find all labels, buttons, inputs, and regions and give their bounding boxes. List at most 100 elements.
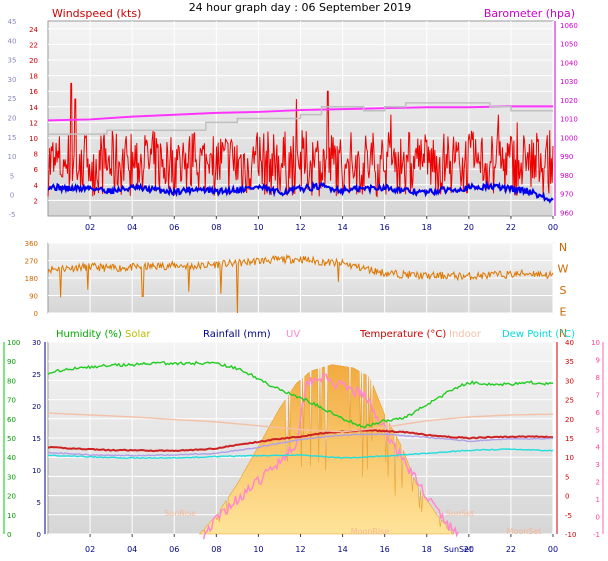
uv-axis-tick: 2: [596, 479, 600, 487]
temp-axis-tick: 15: [565, 435, 574, 443]
rain-axis-tick: 10: [32, 467, 41, 475]
legend-dew: Dew Point (°C): [502, 329, 575, 340]
rain-axis-tick: 30: [32, 339, 41, 347]
legend-temperature: Temperature (°C): [359, 329, 446, 340]
wind-axis-tick-red: 6: [34, 166, 39, 174]
compass-label-w: W: [558, 263, 569, 276]
direction-axis-tick: 180: [25, 275, 38, 283]
temp-axis-tick: -10: [565, 531, 576, 539]
climate-x-tick: 04: [127, 545, 137, 554]
temp-axis-tick: 20: [565, 416, 574, 424]
uv-axis-tick: 5: [596, 426, 600, 434]
uv-axis-tick: 9: [596, 356, 600, 364]
legend-solar: Solar: [125, 329, 151, 340]
humidity-axis-tick: 10: [7, 512, 16, 520]
annotation-moonset: MoonSet: [507, 527, 542, 536]
direction-series-line: [47, 253, 554, 314]
wind-axis-tick-gray: 25: [8, 95, 17, 103]
uv-axis-tick: -1: [593, 531, 600, 539]
rain-axis-tick: 20: [32, 403, 41, 411]
baro-axis-tick: 1040: [560, 59, 578, 67]
wind-axis-tick-gray: -5: [9, 211, 16, 219]
climate-x-tick: 22: [506, 545, 516, 554]
baro-axis-tick: 1060: [560, 22, 578, 30]
temp-axis-tick: 5: [565, 473, 569, 481]
wind-axis-tick-red: 18: [29, 73, 38, 81]
compass-label-n: N: [559, 327, 567, 340]
climate-x-tick: 14: [337, 545, 347, 554]
series-line-feels-like: [47, 433, 554, 457]
baro-axis-tick: 980: [560, 172, 573, 180]
humidity-axis-tick: 0: [7, 531, 11, 539]
direction-axis-tick: 360: [25, 240, 38, 248]
page-title: 24 hour graph day : 06 September 2019: [188, 1, 412, 14]
series-line-indoor: [48, 412, 553, 433]
wind-x-tick: 02: [85, 223, 95, 232]
wind-axis-tick-gray: 5: [10, 172, 14, 180]
wind-x-tick: 18: [422, 223, 432, 232]
baro-axis-tick: 990: [560, 153, 573, 161]
humidity-axis-tick: 40: [7, 454, 16, 462]
wind-axis-tick-gray: 10: [8, 153, 17, 161]
climate-x-tick: 06: [169, 545, 179, 554]
humidity-axis-tick: 70: [7, 397, 16, 405]
direction-axis-tick: 90: [29, 293, 38, 301]
temp-axis-tick: 0: [565, 493, 569, 501]
wind-axis-tick-red: 12: [29, 119, 38, 127]
wind-x-tick: 10: [253, 223, 263, 232]
baro-axis-tick: 1030: [560, 78, 578, 86]
annotation-sunrise: SunRise: [164, 509, 196, 518]
direction-axis-tick: 270: [25, 258, 38, 266]
wind-x-tick: 06: [169, 223, 179, 232]
wind-axis-tick-red: 4: [34, 182, 39, 190]
wind-axis-tick-red: 16: [29, 88, 38, 96]
climate-x-tick: 10: [253, 545, 263, 554]
temp-axis-tick: 35: [565, 358, 574, 366]
uv-axis-tick: 3: [596, 461, 600, 469]
uv-axis-tick: 1: [596, 496, 600, 504]
compass-label-s: S: [560, 284, 567, 297]
legend-indoor: Indoor: [449, 329, 482, 340]
series-line-dew-point: [47, 448, 554, 460]
uv-axis-tick: 0: [596, 514, 600, 522]
baro-axis-tick: 1010: [560, 116, 578, 124]
climate-x-tick: 00: [548, 545, 558, 554]
wind-x-tick: 12: [295, 223, 305, 232]
temp-axis-tick: 30: [565, 377, 574, 385]
rain-axis-tick: 15: [32, 435, 41, 443]
uv-axis-tick: 10: [591, 339, 600, 347]
legend-humidity: Humidity (%): [56, 329, 122, 340]
wind-axis-tick-gray: 45: [8, 18, 17, 26]
uv-axis-tick: 6: [596, 409, 601, 417]
solar-area: [198, 364, 455, 535]
baro-axis-tick: 1020: [560, 97, 578, 105]
humidity-axis-tick: 80: [7, 377, 16, 385]
annotation-moonrise: MoonRise: [351, 527, 390, 536]
series-line-temperature: [47, 429, 554, 453]
baro-axis-tick: 960: [560, 209, 573, 217]
wind-axis-tick-red: 2: [34, 197, 38, 205]
legend-uv: UV: [286, 329, 300, 340]
climate-x-tick: 12: [295, 545, 305, 554]
wind-x-tick: 04: [127, 223, 137, 232]
wind-x-tick: 22: [506, 223, 516, 232]
barometer-axis-label: Barometer (hpa): [484, 7, 575, 20]
direction-axis-tick: 0: [34, 310, 38, 318]
rain-axis-tick: 5: [37, 499, 41, 507]
climate-x-tick: 18: [422, 545, 432, 554]
uv-axis-tick: 4: [596, 444, 601, 452]
humidity-axis-tick: 60: [7, 416, 16, 424]
temp-axis-tick: 40: [565, 339, 574, 347]
rain-axis-tick: 25: [32, 371, 41, 379]
baro-axis-tick: 1000: [560, 134, 578, 142]
climate-x-tick: 20: [464, 545, 474, 554]
wind-axis-tick-gray: 20: [8, 115, 17, 123]
series-line-wind-average: [47, 179, 554, 204]
annotation-sunset: SunSet: [444, 545, 472, 554]
temp-axis-tick: 10: [565, 454, 574, 462]
wind-x-tick: 08: [211, 223, 221, 232]
wind-axis-tick-gray: 30: [8, 76, 17, 84]
annotation-sunset: SunSet: [446, 509, 474, 518]
humidity-axis-tick: 30: [7, 473, 16, 481]
